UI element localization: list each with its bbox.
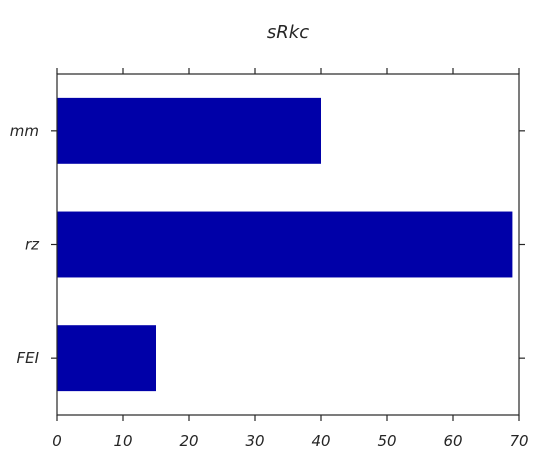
x-tick-label: 30 — [245, 432, 264, 450]
ticks-group: FEI rz mm 0 10 20 30 40 50 60 70 — [10, 68, 529, 450]
x-tick-label: 10 — [113, 432, 132, 450]
x-tick-label: 50 — [377, 432, 396, 450]
bar-FEI — [57, 325, 156, 392]
x-tick-label: 0 — [52, 432, 62, 450]
bar-rz — [57, 211, 513, 278]
plot-frame — [56, 73, 520, 416]
chart-title: sRkc — [267, 22, 309, 43]
x-tick-label: 70 — [509, 432, 528, 450]
y-tick-label: rz — [25, 236, 40, 254]
y-tick-label: FEI — [16, 349, 39, 367]
x-tick-label: 20 — [179, 432, 198, 450]
bars-group — [57, 97, 513, 392]
x-tick-label: 40 — [311, 432, 330, 450]
x-tick-label: 60 — [443, 432, 462, 450]
y-tick-label: mm — [10, 122, 39, 140]
bar-mm — [57, 97, 321, 164]
